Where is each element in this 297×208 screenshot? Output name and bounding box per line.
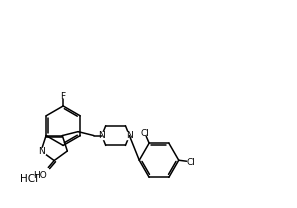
Bar <box>37 147 45 155</box>
Text: Cl: Cl <box>186 158 195 167</box>
Text: Cl: Cl <box>141 129 150 138</box>
Text: HCl: HCl <box>20 174 38 184</box>
Bar <box>125 132 133 139</box>
Text: N: N <box>38 146 45 156</box>
Text: HO: HO <box>34 171 47 180</box>
Text: N: N <box>98 131 105 140</box>
Bar <box>98 132 106 139</box>
Text: N: N <box>126 131 133 140</box>
Text: F: F <box>61 92 66 101</box>
